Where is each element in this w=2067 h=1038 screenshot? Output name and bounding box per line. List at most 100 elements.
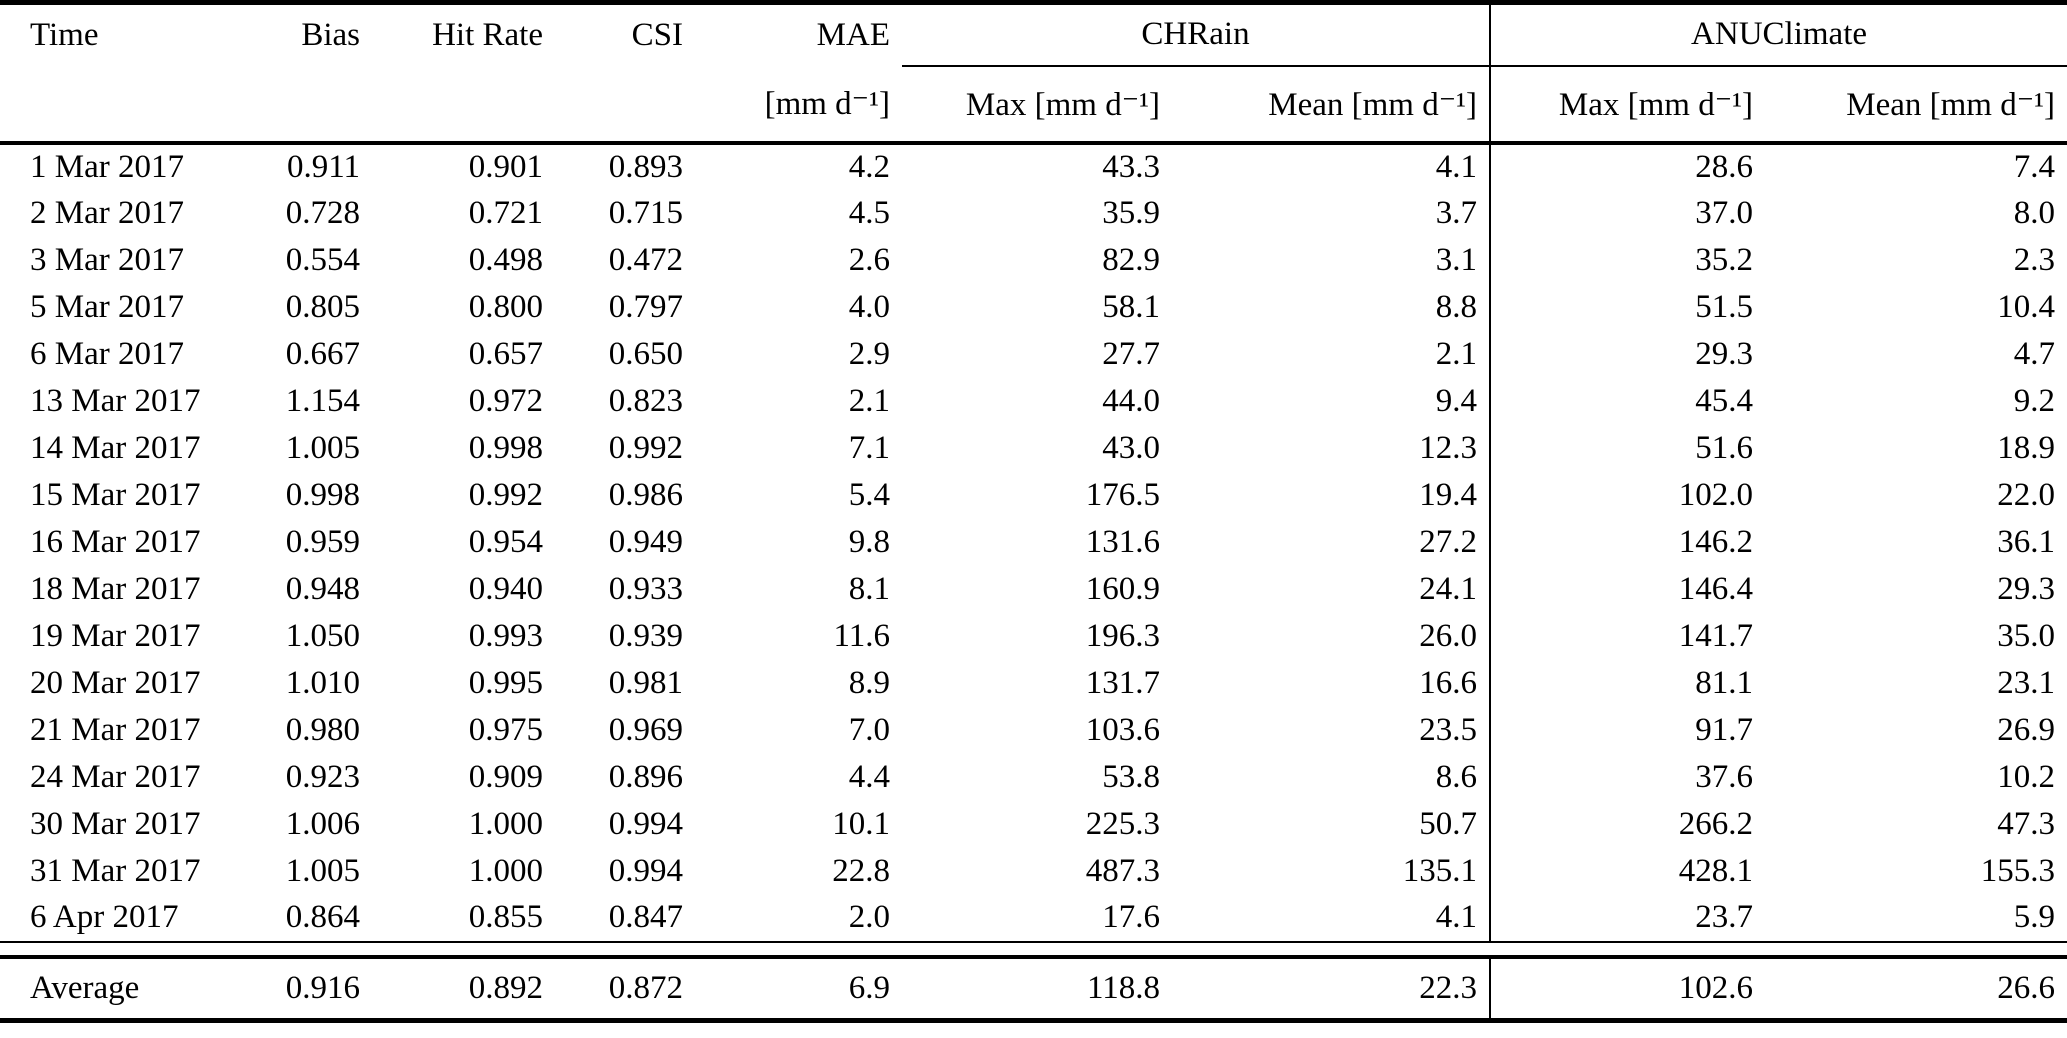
cell-bias: 1.005 [285,852,360,889]
table-row: 16 Mar 2017 0.959 0.954 0.949 9.8 131.6 … [0,518,2067,566]
cell-anuclimate-max: 141.7 [1489,612,1766,660]
cell-mae: 2.0 [695,894,902,943]
table-row: 6 Apr 2017 0.864 0.855 0.847 2.0 17.6 4.… [0,894,2067,943]
cell-chrain-max: 131.7 [1085,664,1160,701]
cell-chrain-mean: 2.1 [1435,335,1478,372]
cell-chrain-max: 225.3 [1085,805,1160,842]
avg-anuclimate-mean: 26.6 [1765,954,2067,1023]
cell-chrain-mean: 23.5 [1419,711,1478,748]
cell-anuclimate-max: 51.5 [1489,283,1766,331]
cell-time: 3 Mar 2017 [30,241,184,278]
cell-chrain-mean: 3.1 [1435,241,1478,278]
cell-hit-rate: 0.940 [468,570,543,607]
cell-mae: 10.1 [832,805,890,842]
cell-time: 14 Mar 2017 [30,429,201,466]
cell-csi: 0.969 [608,711,683,748]
table-row: 15 Mar 2017 0.998 0.992 0.986 5.4 176.5 … [0,471,2067,519]
table-row: 20 Mar 2017 1.010 0.995 0.981 8.9 131.7 … [0,659,2067,707]
cell-hit-rate: 0.901 [468,148,543,185]
cell-time: 6 Mar 2017 [30,335,184,372]
table-row: 13 Mar 2017 1.154 0.972 0.823 2.1 44.0 9… [0,377,2067,425]
cell-time: 6 Apr 2017 [0,894,250,943]
avg-bias: 0.916 [250,954,372,1023]
cell-bias: 1.006 [285,805,360,842]
cell-hit-rate: 0.992 [468,476,543,513]
table-row: 1 Mar 2017 0.911 0.901 0.893 4.2 43.3 4.… [0,142,2067,190]
cell-hit-rate: 0.993 [468,617,543,654]
cell-csi: 0.992 [608,429,683,466]
cell-bias: 0.959 [285,523,360,560]
cell-chrain-max: 35.9 [1102,194,1160,231]
cell-chrain-max: 487.3 [1085,852,1160,889]
avg-anuclimate-max: 102.6 [1489,954,1766,1023]
unit-header-chrain-mean: Mean [mm d⁻¹] [1172,65,1491,145]
cell-anuclimate-mean: 18.9 [1997,429,2056,466]
cell-bias: 0.948 [285,570,360,607]
cell-anuclimate-mean: 155.3 [1980,852,2056,889]
cell-chrain-mean: 3.7 [1435,194,1478,231]
col-header-mae: MAE [816,16,890,53]
cell-csi: 0.650 [608,335,683,372]
header-row-labels: Time Bias Hit Rate CSI MAE CHRain ANUCli… [0,2,2067,67]
cell-csi: 0.847 [555,894,695,943]
cell-chrain-mean: 8.6 [1435,758,1478,795]
cell-chrain-max: 131.6 [1085,523,1160,560]
avg-mae: 6.9 [695,954,902,1023]
cell-mae: 4.5 [848,194,890,231]
table-row: 30 Mar 2017 1.006 1.000 0.994 10.1 225.3… [0,800,2067,848]
cell-hit-rate: 1.000 [468,805,543,842]
cell-csi: 0.933 [608,570,683,607]
unit-header-anuclimate-mean: Mean [mm d⁻¹] [1765,65,2067,145]
col-header-time: Time [30,16,99,53]
cell-bias: 1.154 [285,382,360,419]
cell-chrain-max: 17.6 [902,894,1172,943]
group-header-chrain: CHRain [902,2,1491,67]
cell-bias: 0.864 [250,894,372,943]
cell-mae: 11.6 [833,617,890,654]
cell-csi: 0.981 [608,664,683,701]
cell-csi: 0.986 [608,476,683,513]
cell-mae: 4.2 [848,148,890,185]
cell-anuclimate-max: 37.6 [1489,753,1766,801]
cell-anuclimate-mean: 9.2 [2013,382,2056,419]
cell-csi: 0.896 [608,758,683,795]
cell-chrain-max: 43.0 [1102,429,1160,466]
cell-mae: 2.6 [848,241,890,278]
cell-anuclimate-mean: 2.3 [2013,241,2056,278]
table-row: 19 Mar 2017 1.050 0.993 0.939 11.6 196.3… [0,612,2067,660]
header-row-units: [mm d⁻¹] Max [mm d⁻¹] Mean [mm d⁻¹] Max … [0,65,2067,145]
cell-anuclimate-mean: 22.0 [1997,476,2056,513]
cell-chrain-mean: 26.0 [1419,617,1478,654]
avg-hit-rate: 0.892 [372,954,555,1023]
cell-csi: 0.939 [608,617,683,654]
table-header: Time Bias Hit Rate CSI MAE CHRain ANUCli… [0,2,2067,145]
col-header-bias: Bias [301,16,360,53]
cell-time: 1 Mar 2017 [30,148,184,185]
cell-anuclimate-max: 37.0 [1489,189,1766,237]
cell-bias: 0.998 [285,476,360,513]
cell-csi: 0.715 [608,194,683,231]
cell-hit-rate: 0.972 [468,382,543,419]
table-body: 1 Mar 2017 0.911 0.901 0.893 4.2 43.3 4.… [0,142,2067,943]
unit-header-bias-empty [250,65,372,145]
cell-hit-rate: 0.721 [468,194,543,231]
cell-hit-rate: 0.975 [468,711,543,748]
table-row: 14 Mar 2017 1.005 0.998 0.992 7.1 43.0 1… [0,424,2067,472]
cell-bias: 0.923 [285,758,360,795]
cell-hit-rate: 0.954 [468,523,543,560]
cell-mae: 7.1 [848,429,890,466]
cell-hit-rate: 0.800 [468,288,543,325]
cell-anuclimate-max: 266.2 [1489,800,1766,848]
cell-chrain-mean: 8.8 [1435,288,1478,325]
cell-mae: 7.0 [848,711,890,748]
cell-anuclimate-mean: 4.7 [2013,335,2056,372]
cell-anuclimate-max: 146.2 [1489,518,1766,566]
unit-header-csi-empty [555,65,695,145]
cell-bias: 0.554 [285,241,360,278]
cell-anuclimate-mean: 36.1 [1997,523,2056,560]
cell-time: 21 Mar 2017 [30,711,201,748]
cell-mae: 2.1 [848,382,890,419]
avg-csi: 0.872 [555,954,695,1023]
cell-hit-rate: 0.909 [468,758,543,795]
